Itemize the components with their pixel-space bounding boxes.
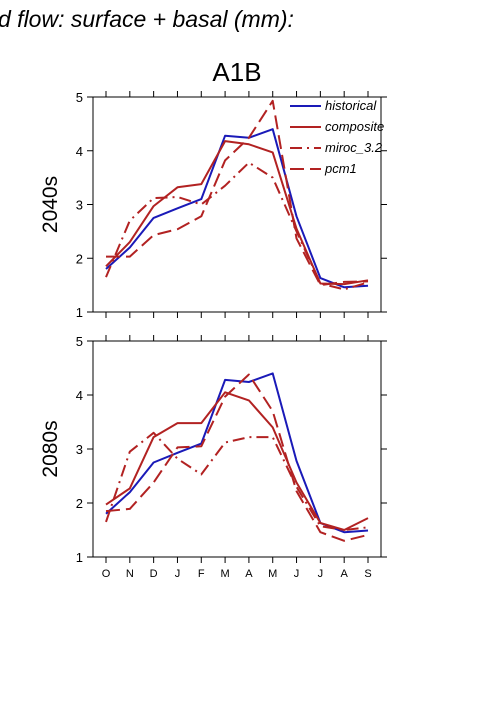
y-tick-label: 1 [76, 550, 83, 565]
y-tick-label: 4 [76, 388, 83, 403]
panel-title: A1B [212, 57, 261, 87]
series-line-miroc-3-2 [105, 431, 369, 531]
chart-panel-2040s: 1 2 3 4 5 2040s [39, 90, 387, 320]
legend-label: pcm1 [324, 161, 357, 176]
y-axis-label: 2080s [39, 420, 62, 477]
legend-label: historical [325, 98, 377, 113]
y-tick-label: 5 [76, 334, 83, 349]
y-axis-label: 2040s [39, 176, 62, 233]
series-line-pcm1 [106, 99, 369, 287]
y-tick-label: 3 [76, 198, 83, 213]
y-tick-label: 2 [76, 251, 83, 266]
x-tick-label: F [198, 568, 205, 580]
y-tick-label: 5 [76, 90, 83, 105]
x-tick-label: M [221, 568, 230, 580]
x-tick-label: A [341, 568, 349, 580]
x-tick-label: M [268, 568, 277, 580]
legend-label: miroc_3.2 [325, 140, 383, 155]
y-tick-label: 3 [76, 442, 83, 457]
x-tick-label: O [102, 568, 111, 580]
y-tick-label: 4 [76, 144, 83, 159]
figure-suptitle: d flow: surface + basal (mm): [0, 6, 294, 32]
x-tick-label: J [175, 568, 181, 580]
plot-frame [92, 340, 382, 558]
y-tick-label: 1 [76, 305, 83, 320]
x-tick-label: N [126, 568, 134, 580]
x-tick-label: D [150, 568, 158, 580]
series-line-miroc-3-2 [105, 161, 369, 291]
chart-panel-2080s: 1 2 3 4 5 O N D J F M A M J J A S 2080s [39, 334, 387, 580]
series-line-historical [105, 128, 369, 289]
x-tick-label: J [318, 568, 324, 580]
series-line-pcm1 [105, 373, 369, 542]
x-tick-label: A [245, 568, 253, 580]
series-line-composite [105, 391, 369, 531]
legend-label: composite [325, 119, 384, 134]
x-tick-label: S [364, 568, 371, 580]
chart-legend: historical composite miroc_3.2 pcm1 [290, 98, 384, 176]
x-tick-label: J [294, 568, 300, 580]
y-tick-label: 2 [76, 496, 83, 511]
